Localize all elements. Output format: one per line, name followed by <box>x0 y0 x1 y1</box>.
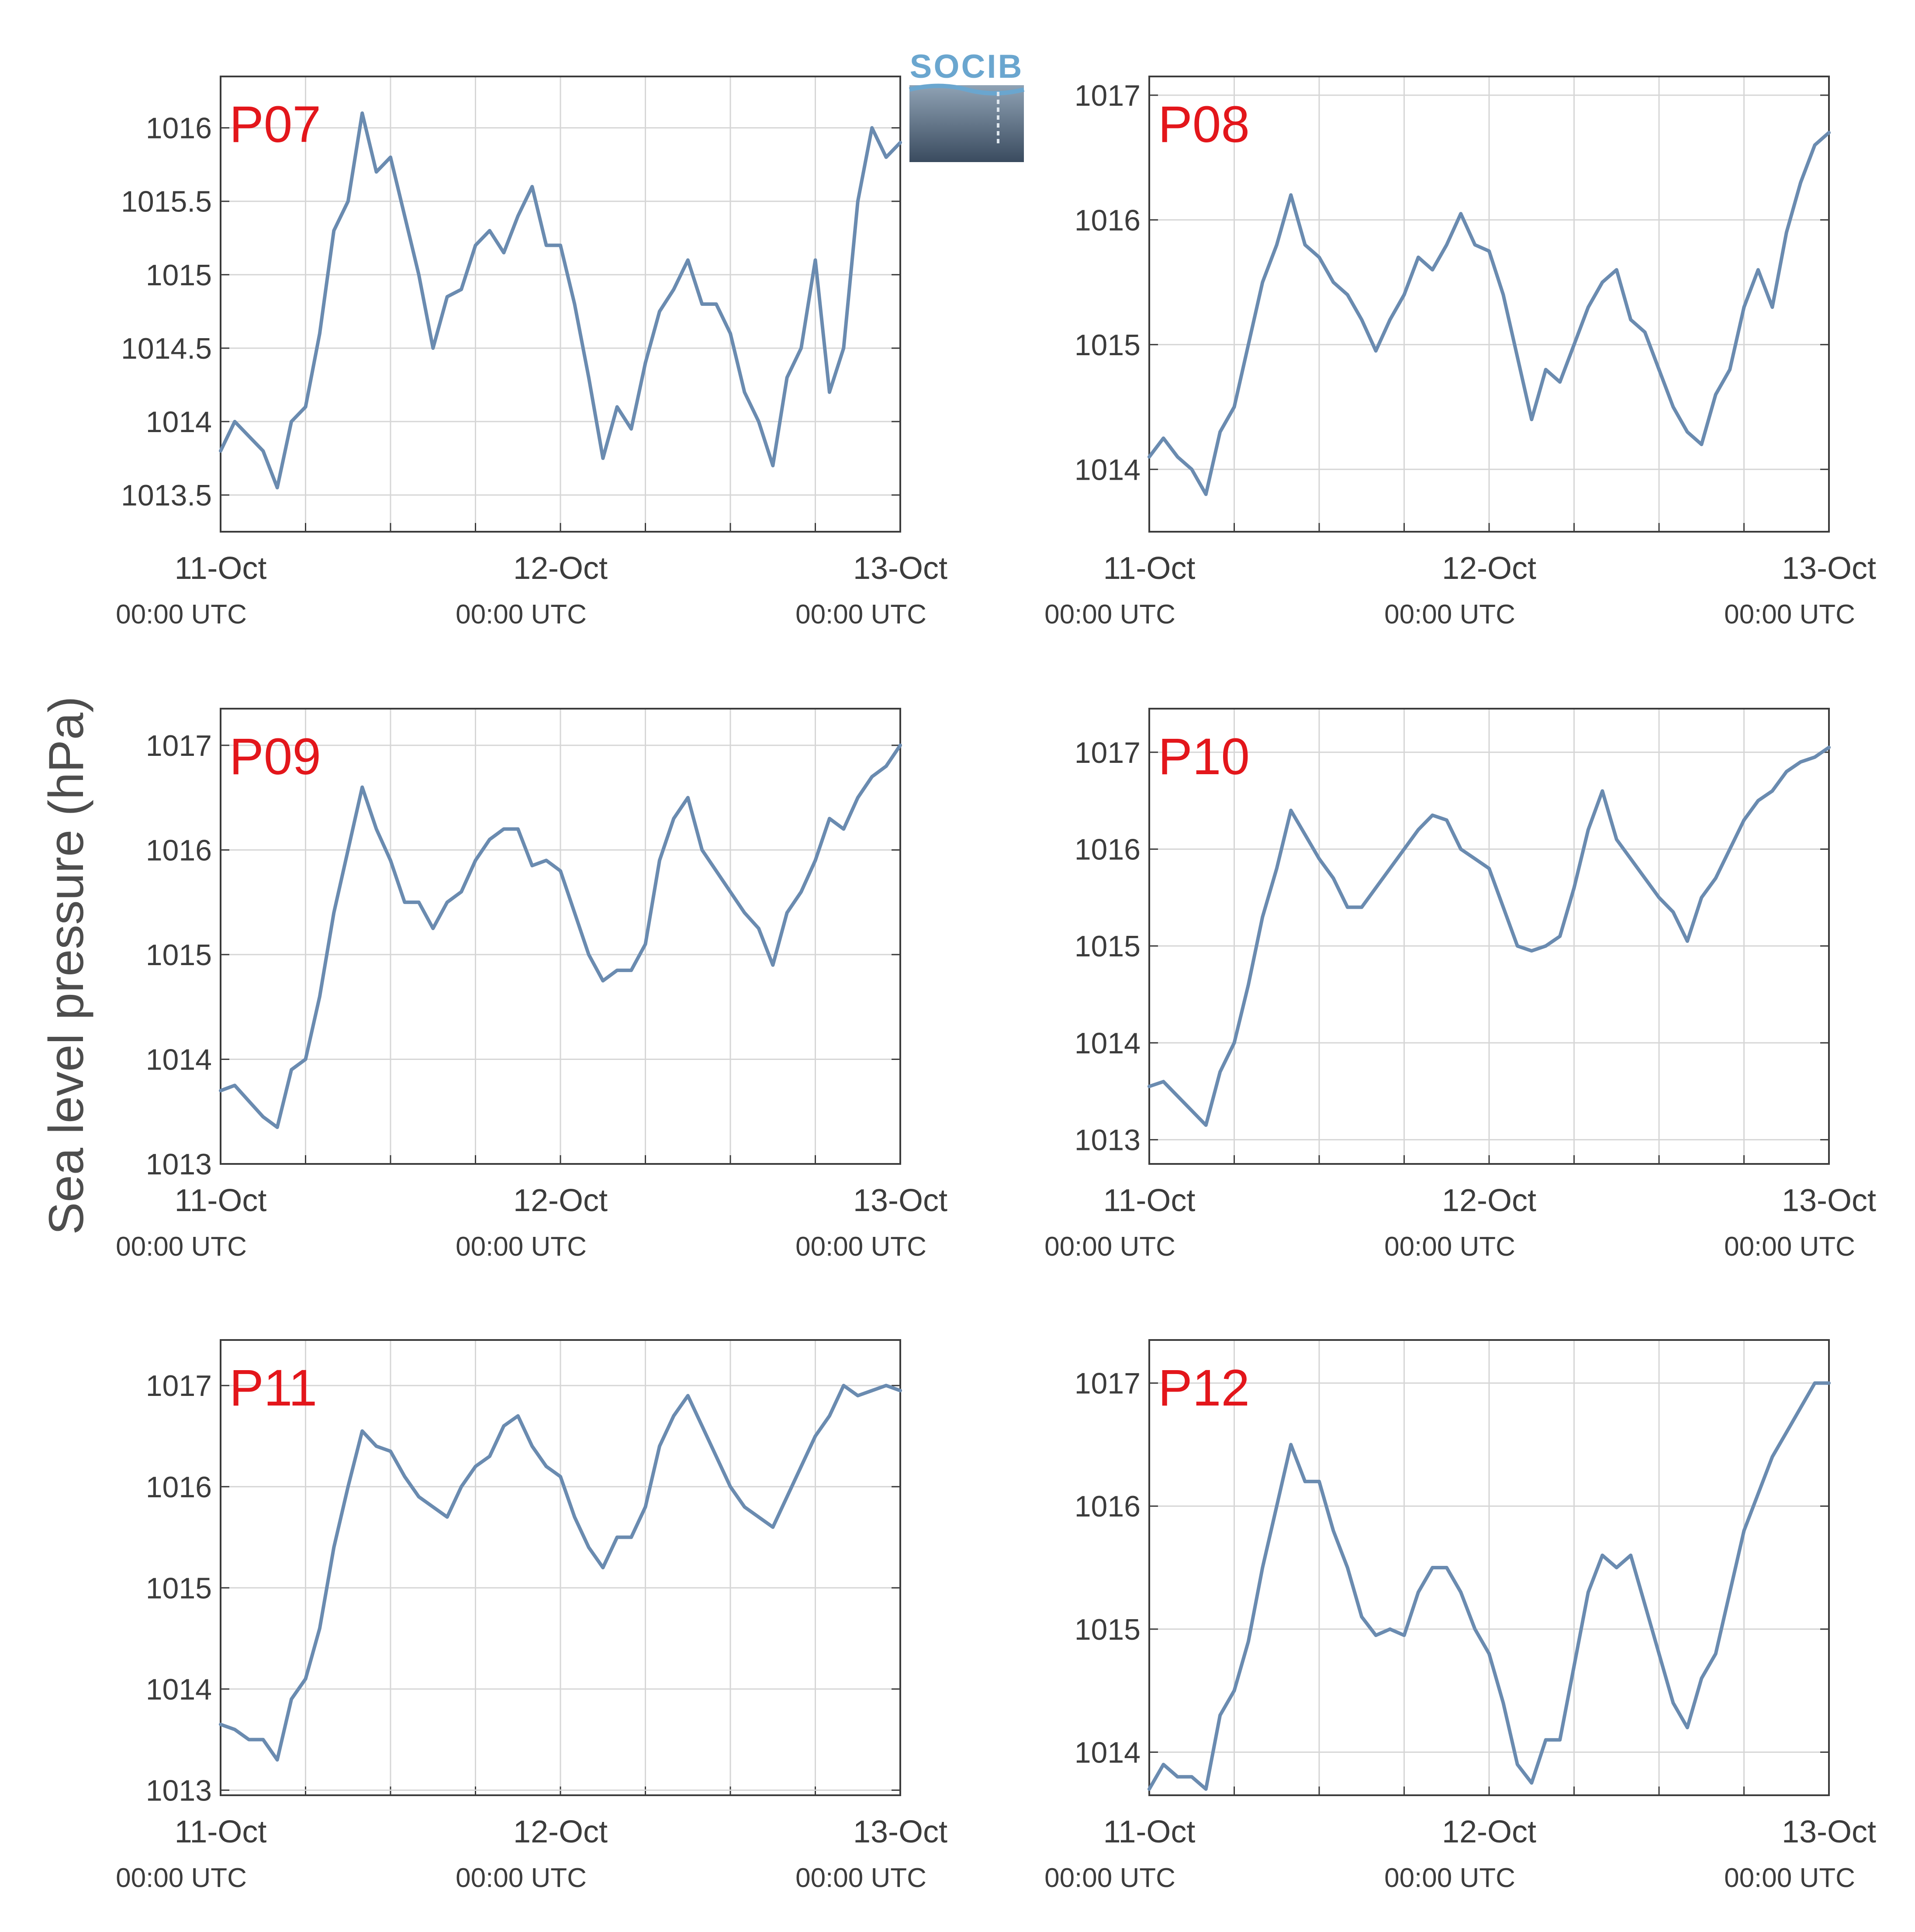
station-label: P12 <box>1158 1359 1250 1417</box>
y-tick-label: 1017 <box>146 729 212 762</box>
x-tick-date-label: 12-Oct <box>1442 1183 1536 1218</box>
axes-frame <box>1148 1339 1830 1796</box>
pressure-series-line <box>1148 131 1831 496</box>
y-tick-label: 1015.5 <box>121 185 212 218</box>
y-tick-label: 1014.5 <box>121 332 212 365</box>
logo-block <box>909 85 1024 162</box>
y-tick-label: 1013 <box>146 1774 212 1807</box>
x-tick-time-label: 00:00 UTC <box>795 1863 926 1893</box>
y-tick-label: 1016 <box>146 112 212 145</box>
y-tick-label: 1014 <box>146 1673 212 1706</box>
x-tick-date-label: 11-Oct <box>1103 1814 1196 1849</box>
y-tick-label: 1017 <box>146 1369 212 1402</box>
y-axis-label: Sea level pressure (hPa) <box>39 696 93 1235</box>
pressure-series-line <box>1148 745 1831 1127</box>
x-tick-time-label: 00:00 UTC <box>116 599 247 630</box>
panel-p08: 1014 1015 1016 1017 11-Oct 00:00 UTC 12-Oct 00:… <box>1044 76 1876 630</box>
axes-frame <box>1148 76 1830 533</box>
x-tick-time-label: 00:00 UTC <box>1724 599 1855 630</box>
x-tick-time-label: 00:00 UTC <box>456 1863 587 1893</box>
x-tick-time-label: 00:00 UTC <box>456 599 587 630</box>
x-tick-time-label: 00:00 UTC <box>116 1232 247 1262</box>
y-tick-label: 1013 <box>146 1148 212 1181</box>
y-tick-label: 1016 <box>1075 833 1141 866</box>
socib-logo: SOCIB <box>909 48 1025 162</box>
y-tick-label: 1017 <box>1075 1367 1141 1400</box>
y-tick-label: 1015 <box>1075 329 1141 362</box>
y-tick-label: 1014 <box>146 405 212 439</box>
x-tick-time-label: 00:00 UTC <box>795 1232 926 1262</box>
y-tick-label: 1016 <box>1075 204 1141 237</box>
pressure-series-line <box>1148 1381 1831 1791</box>
x-tick-date-label: 13-Oct <box>853 551 947 586</box>
axes-frame <box>220 1339 901 1796</box>
logo-text: SOCIB <box>910 48 1024 85</box>
x-tick-date-label: 13-Oct <box>853 1814 947 1849</box>
y-tick-label: 1015 <box>146 1572 212 1605</box>
x-tick-time-label: 00:00 UTC <box>795 599 926 630</box>
x-tick-time-label: 00:00 UTC <box>116 1863 247 1893</box>
y-tick-label: 1013.5 <box>121 479 212 512</box>
y-tick-label: 1013 <box>1075 1124 1141 1157</box>
x-tick-date-label: 13-Oct <box>1782 1814 1876 1849</box>
x-tick-date-label: 11-Oct <box>175 551 267 586</box>
x-tick-date-label: 12-Oct <box>513 551 608 586</box>
x-tick-date-label: 11-Oct <box>175 1814 267 1849</box>
x-tick-date-label: 12-Oct <box>513 1183 608 1218</box>
logo-wave <box>909 83 1025 96</box>
y-tick-label: 1016 <box>146 834 212 867</box>
y-tick-label: 1014 <box>1075 1736 1141 1769</box>
y-tick-label: 1016 <box>146 1471 212 1504</box>
x-tick-date-label: 13-Oct <box>1782 551 1876 586</box>
station-label: P10 <box>1158 728 1250 786</box>
x-tick-date-label: 13-Oct <box>1782 1183 1876 1218</box>
y-tick-label: 1014 <box>1075 453 1141 486</box>
panel-p10: 1013 1014 1015 1016 1017 11-Oct 00:00 UTC 12-Oc… <box>1044 708 1876 1262</box>
panel-p11: 1013 1014 1015 1016 1017 11-Oct 00:00 UTC 12-Oc… <box>116 1339 947 1893</box>
x-tick-date-label: 12-Oct <box>1442 1814 1536 1849</box>
station-label: P11 <box>229 1359 317 1417</box>
panel-p09: 1013 1014 1015 1016 1017 11-Oct 00:00 UTC 12-Oc… <box>116 708 947 1262</box>
y-tick-label: 1015 <box>1075 1613 1141 1646</box>
y-tick-label: 1017 <box>1075 736 1141 769</box>
x-tick-time-label: 00:00 UTC <box>1724 1863 1855 1893</box>
y-tick-label: 1015 <box>146 938 212 972</box>
panel-p07: 1013.5 1014 1014.5 1015 1015.5 1016 11-Oct 00:0… <box>116 76 947 630</box>
x-tick-time-label: 00:00 UTC <box>1724 1232 1855 1262</box>
x-tick-date-label: 12-Oct <box>1442 551 1536 586</box>
y-tick-label: 1016 <box>1075 1490 1141 1523</box>
panel-p12: 1014 1015 1016 1017 11-Oct 00:00 UTC 12-Oct 00:… <box>1044 1339 1876 1893</box>
panels: 1013.5 1014 1014.5 1015 1015.5 1016 11-Oct 00:0… <box>116 76 1876 1893</box>
y-tick-label: 1014 <box>146 1043 212 1076</box>
station-label: P09 <box>229 728 321 786</box>
x-tick-time-label: 00:00 UTC <box>1384 1863 1515 1893</box>
y-tick-label: 1015 <box>1075 930 1141 963</box>
x-tick-date-label: 11-Oct <box>1103 551 1196 586</box>
station-label: P08 <box>1158 96 1250 153</box>
axes-frame <box>220 708 901 1165</box>
y-tick-label: 1015 <box>146 259 212 292</box>
pressure-series-line <box>219 111 902 490</box>
x-tick-date-label: 12-Oct <box>513 1814 608 1849</box>
y-tick-label: 1014 <box>1075 1027 1141 1060</box>
x-tick-time-label: 00:00 UTC <box>1384 1232 1515 1262</box>
y-tick-label: 1017 <box>1075 79 1141 112</box>
x-tick-time-label: 00:00 UTC <box>456 1232 587 1262</box>
axes-frame <box>1148 708 1830 1165</box>
station-label: P07 <box>229 96 321 153</box>
pressure-series-line <box>219 1384 902 1762</box>
x-tick-time-label: 00:00 UTC <box>1044 1232 1175 1262</box>
pressure-series-line <box>219 743 902 1129</box>
x-tick-time-label: 00:00 UTC <box>1044 599 1175 630</box>
x-tick-time-label: 00:00 UTC <box>1384 599 1515 630</box>
x-tick-date-label: 11-Oct <box>175 1183 267 1218</box>
axes-frame <box>220 76 901 533</box>
x-tick-time-label: 00:00 UTC <box>1044 1863 1175 1893</box>
x-tick-date-label: 13-Oct <box>853 1183 947 1218</box>
x-tick-date-label: 11-Oct <box>1103 1183 1196 1218</box>
